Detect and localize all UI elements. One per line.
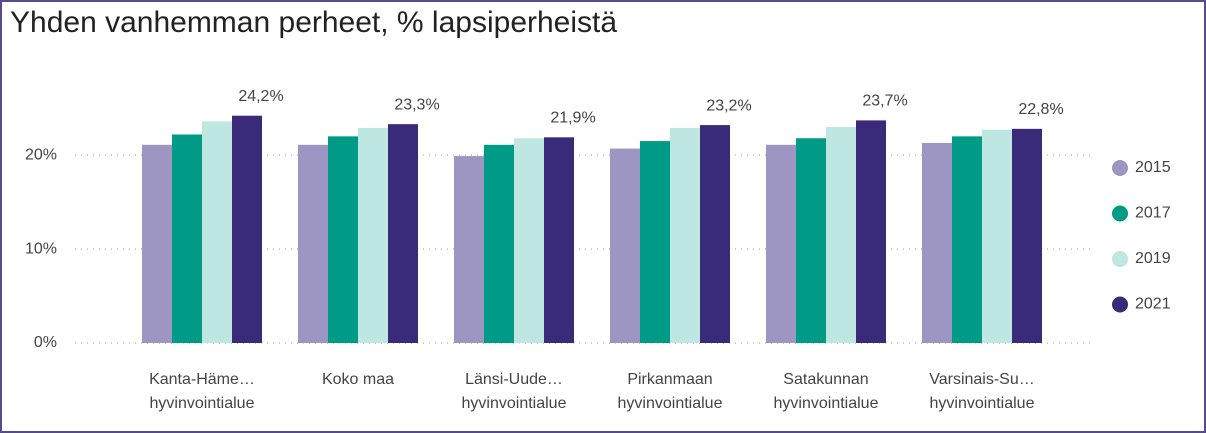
bar (922, 142, 952, 343)
bar (610, 148, 640, 343)
y-tick-label: 0% (34, 334, 57, 351)
bar (298, 144, 328, 343)
legend-marker (1112, 160, 1128, 176)
data-label: 24,2% (238, 88, 283, 105)
data-label: 22,8% (1018, 101, 1063, 118)
x-tick-label: hyvinvointialue (774, 395, 879, 412)
bar (328, 136, 358, 343)
bar (700, 125, 730, 343)
bar (142, 144, 172, 343)
x-tick-label: Varsinais-Su… (929, 371, 1035, 388)
legend-marker (1112, 251, 1128, 267)
bar (952, 136, 982, 343)
bar (796, 138, 826, 343)
data-label: 23,7% (862, 93, 907, 110)
bar (544, 137, 574, 343)
bar (358, 127, 388, 344)
bar (232, 115, 262, 343)
bar (982, 129, 1012, 343)
data-label: 21,9% (550, 110, 595, 127)
bar (670, 127, 700, 344)
bar (766, 144, 796, 343)
data-label: 23,2% (706, 97, 751, 114)
x-tick-label: hyvinvointialue (618, 395, 723, 412)
legend-marker (1112, 205, 1128, 222)
x-tick-label: Länsi-Uude… (465, 371, 563, 388)
bar (640, 141, 670, 343)
chart-title: Yhden vanhemman perheet, % lapsiperheist… (10, 6, 617, 39)
bar (172, 134, 202, 343)
x-tick-label: Satakunnan (783, 371, 868, 388)
x-tick-label: Pirkanmaan (627, 371, 712, 388)
y-tick-label: 10% (25, 240, 57, 257)
data-label: 23,3% (394, 96, 439, 113)
x-tick-label: Kanta-Häme… (149, 371, 255, 388)
bar (454, 156, 484, 343)
bar (388, 124, 418, 344)
legend-label: 2017 (1135, 205, 1171, 222)
bar (514, 138, 544, 343)
bar (202, 121, 232, 343)
bar (856, 120, 886, 343)
x-tick-label: hyvinvointialue (150, 395, 255, 412)
legend-label: 2019 (1135, 250, 1171, 267)
legend-marker (1112, 296, 1128, 313)
x-tick-label: Koko maa (322, 371, 394, 388)
bar (1012, 128, 1042, 343)
y-tick-label: 20% (25, 146, 57, 163)
x-tick-label: hyvinvointialue (462, 395, 567, 412)
x-tick-label: hyvinvointialue (930, 395, 1035, 412)
bar (826, 126, 856, 343)
legend-label: 2015 (1135, 159, 1171, 176)
bar (484, 144, 514, 343)
legend-label: 2021 (1135, 296, 1171, 313)
